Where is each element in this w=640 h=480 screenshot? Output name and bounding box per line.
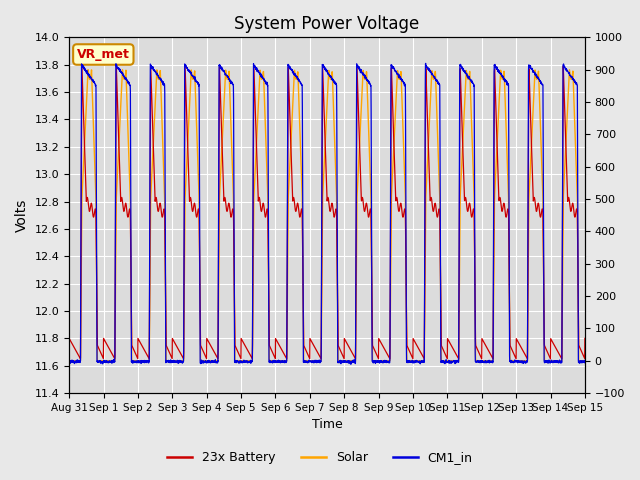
- Title: System Power Voltage: System Power Voltage: [234, 15, 420, 33]
- Legend: 23x Battery, Solar, CM1_in: 23x Battery, Solar, CM1_in: [163, 446, 477, 469]
- Y-axis label: Volts: Volts: [15, 199, 29, 232]
- Text: VR_met: VR_met: [77, 48, 130, 61]
- X-axis label: Time: Time: [312, 419, 342, 432]
